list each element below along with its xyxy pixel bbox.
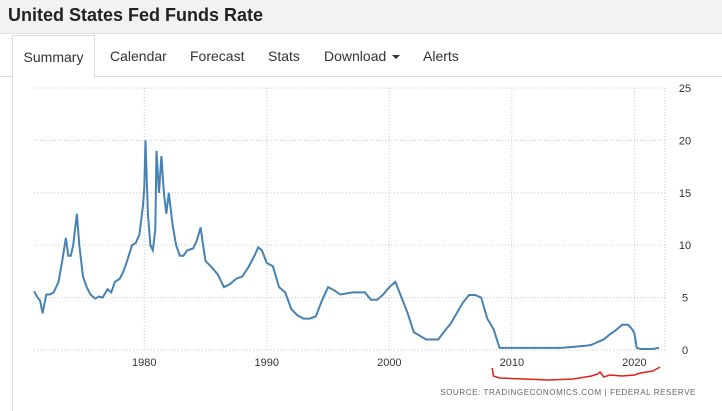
page-title: United States Fed Funds Rate [8,5,264,25]
tab-bar: Summary Calendar Forecast Stats Download… [0,35,722,78]
y-tick-label: 25 [679,83,691,95]
x-tick-label: 1990 [255,357,279,369]
tab-alerts[interactable]: Alerts [423,48,459,64]
tab-forecast[interactable]: Forecast [190,48,245,64]
tab-download[interactable]: Download [324,35,401,77]
y-tick-label: 0 [682,345,688,357]
chart-grid [34,87,666,351]
series-line-fed-funds-rate [33,140,660,350]
x-tick-label: 2020 [622,357,646,369]
tab-download-label: Download [324,48,387,64]
x-tick-label: 1980 [132,357,156,369]
y-tick-label: 10 [679,240,691,252]
y-tick-label: 20 [679,135,691,147]
hand-drawn-annotation [491,366,661,381]
fed-funds-rate-chart: 0 5 10 15 20 25 1980 1990 2000 2010 2020 [33,83,691,381]
tab-summary[interactable]: Summary [12,35,95,78]
chart-panel: 0 5 10 15 20 25 1980 1990 2000 2010 2020 SOURCE: … [12,77,722,411]
x-tick-label: 2000 [377,357,401,369]
y-axis: 0 5 10 15 20 25 [679,83,691,357]
tab-stats[interactable]: Stats [268,48,300,64]
source-credit: SOURCE: TRADINGECONOMICS.COM | FEDERAL R… [440,388,696,397]
x-tick-label: 2010 [500,357,524,369]
y-tick-label: 5 [682,293,688,305]
x-axis: 1980 1990 2000 2010 2020 [132,357,647,369]
page-header: United States Fed Funds Rate [0,0,722,34]
chevron-down-icon [392,55,401,60]
y-tick-label: 15 [679,188,691,200]
tab-calendar[interactable]: Calendar [110,48,167,64]
